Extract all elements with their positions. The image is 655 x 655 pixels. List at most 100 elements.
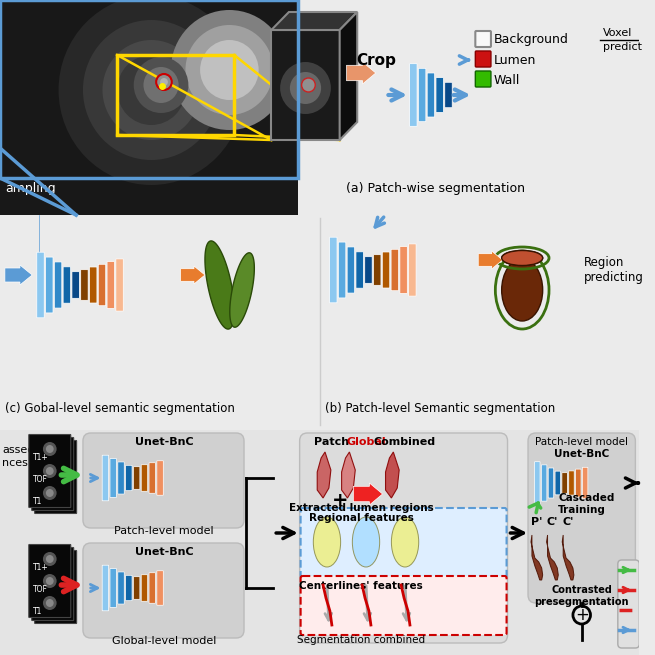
Text: (a) Patch-wise segmentation: (a) Patch-wise segmentation <box>346 182 525 195</box>
Polygon shape <box>478 251 502 269</box>
FancyBboxPatch shape <box>110 458 117 497</box>
Bar <box>117 55 234 135</box>
FancyBboxPatch shape <box>576 469 581 497</box>
Text: Lumen: Lumen <box>494 54 536 67</box>
Polygon shape <box>5 265 32 285</box>
Circle shape <box>43 574 56 588</box>
Circle shape <box>185 25 273 115</box>
Circle shape <box>43 486 56 500</box>
Ellipse shape <box>313 517 341 567</box>
FancyBboxPatch shape <box>476 31 491 47</box>
FancyBboxPatch shape <box>126 465 132 491</box>
FancyBboxPatch shape <box>83 543 244 638</box>
FancyBboxPatch shape <box>81 270 88 300</box>
FancyBboxPatch shape <box>149 572 155 603</box>
FancyBboxPatch shape <box>391 250 398 291</box>
Text: T1+: T1+ <box>33 563 49 572</box>
Circle shape <box>160 78 168 86</box>
Text: Contrasted
presegmentation: Contrasted presegmentation <box>534 585 629 607</box>
Text: P': P' <box>531 517 542 527</box>
Text: Unet-BnC: Unet-BnC <box>135 547 193 557</box>
FancyBboxPatch shape <box>409 244 416 296</box>
Circle shape <box>280 62 331 114</box>
Circle shape <box>290 72 321 104</box>
Polygon shape <box>230 253 254 328</box>
Text: Extracted lumen regions: Extracted lumen regions <box>289 503 434 513</box>
Circle shape <box>43 464 56 478</box>
Text: Cascaded
Training: Cascaded Training <box>558 493 614 515</box>
Text: T1: T1 <box>33 607 43 616</box>
Text: T1: T1 <box>33 498 43 506</box>
FancyBboxPatch shape <box>409 64 417 126</box>
FancyBboxPatch shape <box>373 255 381 286</box>
Text: Patch-level model: Patch-level model <box>114 526 214 536</box>
FancyBboxPatch shape <box>102 455 109 501</box>
FancyBboxPatch shape <box>102 565 109 611</box>
Polygon shape <box>271 30 340 140</box>
Text: (b) Patch-level Semantic segmentation: (b) Patch-level Semantic segmentation <box>325 402 555 415</box>
Polygon shape <box>531 535 543 580</box>
FancyBboxPatch shape <box>555 471 561 495</box>
Circle shape <box>46 555 54 563</box>
Circle shape <box>46 599 54 607</box>
Circle shape <box>301 78 315 92</box>
Polygon shape <box>353 483 383 505</box>
Circle shape <box>117 55 185 125</box>
Text: Combined: Combined <box>374 437 436 447</box>
FancyBboxPatch shape <box>157 460 163 495</box>
Polygon shape <box>271 12 357 30</box>
Text: Patch-level model: Patch-level model <box>535 437 628 447</box>
Bar <box>0 0 297 178</box>
Bar <box>0 0 297 215</box>
Text: Segmentation combined: Segmentation combined <box>297 635 425 645</box>
Circle shape <box>134 57 189 113</box>
Bar <box>0 430 639 655</box>
Circle shape <box>58 0 244 185</box>
Polygon shape <box>346 62 376 84</box>
FancyBboxPatch shape <box>83 433 244 528</box>
Text: C': C' <box>547 517 558 527</box>
FancyBboxPatch shape <box>31 548 74 620</box>
Text: C': C' <box>563 517 574 527</box>
Text: Regional features: Regional features <box>309 513 413 523</box>
FancyBboxPatch shape <box>134 467 140 489</box>
FancyBboxPatch shape <box>118 462 124 494</box>
FancyBboxPatch shape <box>339 242 346 298</box>
FancyBboxPatch shape <box>301 508 506 577</box>
FancyBboxPatch shape <box>542 465 547 501</box>
Circle shape <box>46 489 54 497</box>
Text: nces: nces <box>2 458 28 468</box>
Polygon shape <box>546 535 558 580</box>
FancyBboxPatch shape <box>419 68 426 122</box>
FancyBboxPatch shape <box>618 560 639 648</box>
FancyBboxPatch shape <box>72 272 79 298</box>
FancyBboxPatch shape <box>126 575 132 601</box>
FancyBboxPatch shape <box>436 78 443 113</box>
FancyBboxPatch shape <box>149 462 155 493</box>
Circle shape <box>46 577 54 585</box>
Circle shape <box>143 67 179 103</box>
Text: TOF: TOF <box>33 476 48 485</box>
FancyBboxPatch shape <box>582 467 588 498</box>
FancyBboxPatch shape <box>35 441 77 514</box>
FancyBboxPatch shape <box>141 464 147 491</box>
Text: Global: Global <box>346 437 386 447</box>
Polygon shape <box>562 535 574 580</box>
FancyBboxPatch shape <box>35 550 77 624</box>
Ellipse shape <box>352 517 380 567</box>
Text: Patch: Patch <box>314 437 349 447</box>
Circle shape <box>43 596 56 610</box>
Circle shape <box>83 20 219 160</box>
FancyBboxPatch shape <box>37 252 45 318</box>
FancyBboxPatch shape <box>569 471 574 495</box>
Text: Unet-BnC: Unet-BnC <box>554 449 609 459</box>
FancyBboxPatch shape <box>31 438 74 510</box>
FancyBboxPatch shape <box>365 257 372 284</box>
Text: predict: predict <box>603 42 642 52</box>
Ellipse shape <box>392 517 419 567</box>
FancyBboxPatch shape <box>118 572 124 604</box>
Text: Global-level model: Global-level model <box>112 636 216 646</box>
FancyBboxPatch shape <box>445 83 452 107</box>
FancyBboxPatch shape <box>528 433 635 603</box>
FancyBboxPatch shape <box>534 462 540 504</box>
